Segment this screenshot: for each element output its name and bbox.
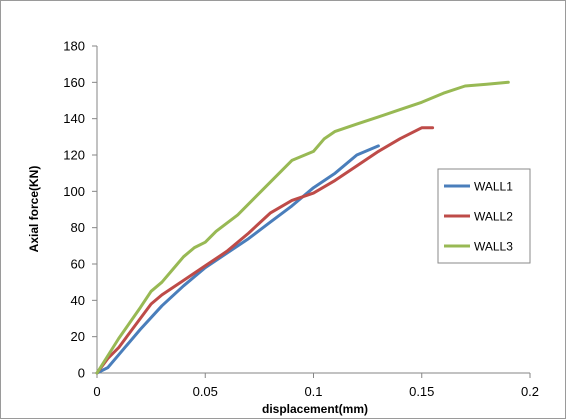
y-axis-title: Axial force(KN) xyxy=(27,166,41,253)
y-tick-label: 0 xyxy=(78,366,85,381)
y-tick-label: 40 xyxy=(71,293,85,308)
y-tick-label: 100 xyxy=(63,184,85,199)
legend-label-wall2: WALL2 xyxy=(474,210,513,224)
series-line-wall3 xyxy=(95,80,510,375)
legend-label-wall3: WALL3 xyxy=(474,240,513,254)
legend-label-wall1: WALL1 xyxy=(474,180,513,194)
y-tick-label: 160 xyxy=(63,75,85,90)
y-tick-label: 60 xyxy=(71,257,85,272)
y-tick-label: 180 xyxy=(63,39,85,54)
axes: 0 20 40 60 80 100 120 140 160 180 0 0.05 0.1 0.15 0.2 xyxy=(63,39,539,400)
x-tick-label: 0.15 xyxy=(409,384,434,399)
y-tick-label: 20 xyxy=(71,329,85,344)
x-axis-title: displacement(mm) xyxy=(262,402,368,416)
y-tick-label: 80 xyxy=(71,220,85,235)
series-line-wall2 xyxy=(95,126,435,375)
x-tick-label: 0.05 xyxy=(193,384,218,399)
y-tick-label: 120 xyxy=(63,148,85,163)
x-tick-label: 0.1 xyxy=(304,384,322,399)
y-tick-label: 140 xyxy=(63,111,85,126)
series-layer xyxy=(95,80,510,375)
x-tick-label: 0 xyxy=(93,384,100,399)
x-tick-label: 0.2 xyxy=(521,384,539,399)
legend: WALL1 WALL2 WALL3 xyxy=(437,168,531,264)
